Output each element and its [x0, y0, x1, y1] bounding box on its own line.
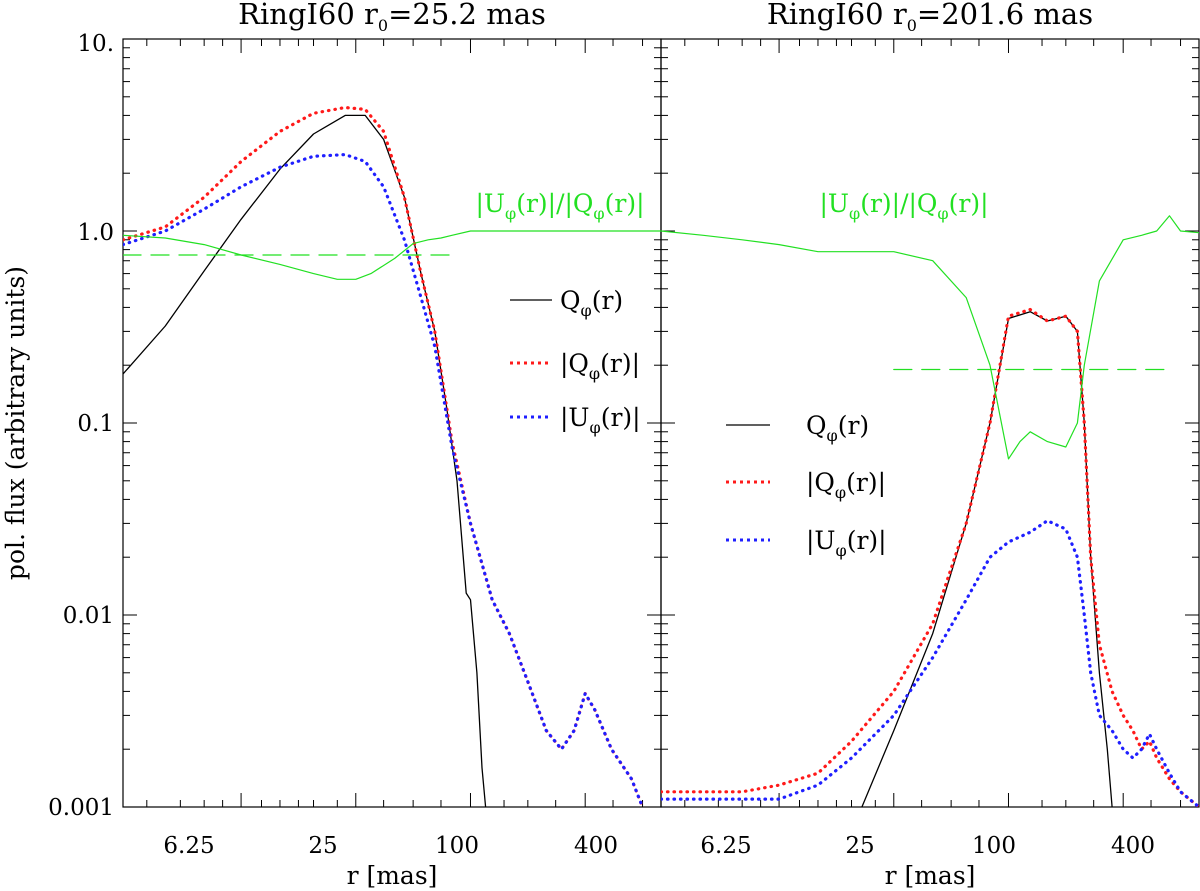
legend-label-absu: |Uφ(r)| — [560, 403, 641, 437]
x-tick-label: 6.25 — [700, 833, 751, 859]
series-line-qphi-r — [123, 114, 487, 807]
x-tick-label: 25 — [308, 833, 337, 859]
legend-label-qphi: Qφ(r) — [560, 286, 623, 320]
x-tick-label: 100 — [435, 833, 479, 859]
series-panel-1 — [123, 105, 661, 807]
x-axis-label-panel-1: r [mas] — [347, 861, 438, 890]
plot-frame — [660, 38, 1200, 808]
y-axis-label: pol. flux (arbitrary units) — [1, 266, 30, 580]
x-tick-label: 6.25 — [163, 833, 214, 859]
x-tick-labels-panel-2: 6.25 25 100 400 — [700, 833, 1155, 859]
y-tick-label: 0.1 — [77, 411, 114, 437]
panel-1-title: RingI60 r0=25.2 mas — [238, 0, 546, 35]
axis-ticks — [123, 38, 1199, 808]
series-panel-2 — [661, 215, 1199, 807]
series-line-uphi-r — [123, 153, 645, 807]
x-tick-label: 25 — [845, 833, 874, 859]
legend-panel-2: Qφ(r) |Qφ(r)| |Uφ(r)| — [726, 411, 887, 560]
legend-label-absq: |Qφ(r)| — [560, 349, 640, 383]
ratio-label-panel-1: |Uφ(r)|/|Qφ(r)| — [475, 189, 644, 223]
ratio-label-panel-2: |Uφ(r)|/|Qφ(r)| — [819, 189, 988, 223]
y-tick-label: 1.0 — [77, 220, 114, 246]
x-tick-labels-panel-1: 6.25 25 100 400 — [163, 833, 618, 859]
y-tick-label: 0.01 — [63, 603, 114, 629]
panel-2-title: RingI60 r0=201.6 mas — [767, 0, 1093, 35]
x-tick-label: 400 — [1111, 833, 1155, 859]
legend-label-absq: |Qφ(r)| — [806, 468, 886, 502]
legend-label-qphi: Qφ(r) — [806, 411, 869, 445]
series-line-qphi-r — [861, 311, 1113, 807]
x-tick-label: 100 — [972, 833, 1016, 859]
legend-label-absu: |Uφ(r)| — [806, 526, 887, 560]
series-line-uphi-r-qphi-r — [661, 215, 1199, 460]
y-tick-labels: 10. 1.0 0.1 0.01 0.001 — [48, 31, 114, 821]
x-axis-label-panel-2: r [mas] — [885, 861, 976, 890]
x-tick-label: 400 — [574, 833, 618, 859]
legend-panel-1: Qφ(r) |Qφ(r)| |Uφ(r)| — [510, 286, 641, 437]
y-tick-label: 10. — [77, 31, 114, 57]
series-line-qphi-r — [661, 307, 1199, 807]
series-line-uphi-r — [661, 519, 1199, 807]
y-tick-label: 0.001 — [48, 795, 114, 821]
